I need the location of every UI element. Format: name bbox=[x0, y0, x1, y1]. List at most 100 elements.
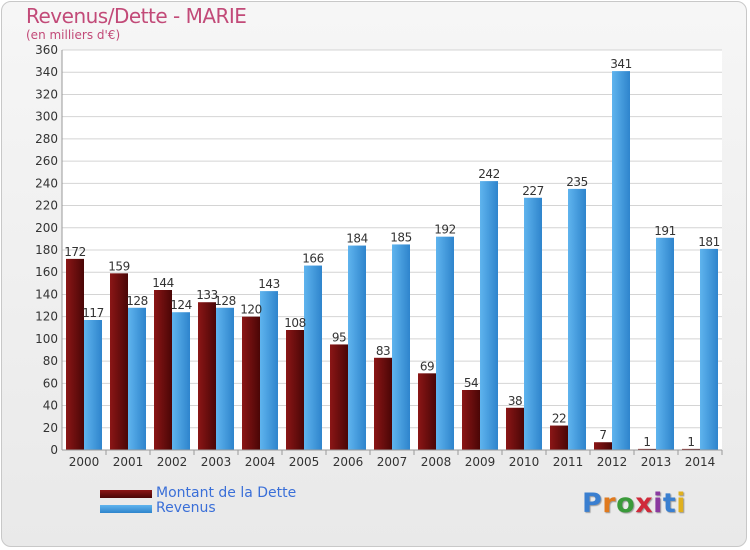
y-tick-label-40: 40 bbox=[43, 399, 58, 413]
data-label-dette-2003: 133 bbox=[196, 288, 217, 302]
x-tick-label-2001: 2001 bbox=[113, 455, 144, 469]
legend-item-revenus: Revenus bbox=[100, 501, 296, 516]
bar-revenus-2014 bbox=[700, 248, 718, 450]
bar-dette-2014 bbox=[682, 448, 700, 450]
y-tick-label-300: 300 bbox=[35, 110, 58, 124]
data-label-revenus-2006: 184 bbox=[346, 232, 367, 246]
data-label-dette-2005: 108 bbox=[284, 316, 305, 330]
bar-revenus-2006 bbox=[348, 245, 366, 450]
chart-subtitle: (en milliers d'€) bbox=[26, 28, 121, 42]
bar-revenus-2008 bbox=[436, 236, 454, 450]
bar-dette-2009 bbox=[462, 390, 480, 450]
data-label-dette-2004: 120 bbox=[240, 303, 261, 317]
bar-revenus-2000 bbox=[84, 320, 102, 450]
x-tick-label-2006: 2006 bbox=[333, 455, 364, 469]
bar-revenus-2003 bbox=[216, 307, 234, 450]
bar-revenus-2004 bbox=[260, 291, 278, 450]
y-tick-label-200: 200 bbox=[35, 221, 58, 235]
bar-dette-2010 bbox=[506, 407, 524, 450]
y-tick-label-80: 80 bbox=[43, 354, 58, 368]
bar-dette-2000 bbox=[66, 258, 84, 450]
data-label-dette-2000: 172 bbox=[64, 245, 85, 259]
legend-swatch-dette bbox=[100, 489, 152, 498]
bar-dette-2004 bbox=[242, 316, 260, 450]
data-label-revenus-2005: 166 bbox=[302, 252, 323, 266]
bar-layer bbox=[66, 71, 718, 450]
data-label-revenus-2001: 128 bbox=[126, 294, 147, 308]
bar-dette-2011 bbox=[550, 425, 568, 450]
bar-revenus-2007 bbox=[392, 244, 410, 450]
y-tick-label-0: 0 bbox=[50, 443, 58, 457]
data-label-revenus-2010: 227 bbox=[522, 184, 543, 198]
y-tick-label-220: 220 bbox=[35, 199, 58, 213]
bar-revenus-2010 bbox=[524, 197, 542, 450]
y-tick-label-340: 340 bbox=[35, 65, 58, 79]
y-tick-label-320: 320 bbox=[35, 87, 58, 101]
y-tick-label-160: 160 bbox=[35, 265, 58, 279]
chart-title: Revenus/Dette - MARIE bbox=[26, 4, 247, 28]
data-label-revenus-2009: 242 bbox=[478, 167, 499, 181]
data-label-revenus-2008: 192 bbox=[434, 223, 455, 237]
y-tick-label-120: 120 bbox=[35, 310, 58, 324]
data-label-dette-2009: 54 bbox=[464, 376, 478, 390]
y-tick-label-60: 60 bbox=[43, 376, 58, 390]
legend-swatch-revenus bbox=[100, 504, 152, 513]
data-label-revenus-2002: 124 bbox=[170, 298, 191, 312]
x-tick-label-2003: 2003 bbox=[201, 455, 232, 469]
x-tick-label-2004: 2004 bbox=[245, 455, 276, 469]
x-tick-label-2008: 2008 bbox=[421, 455, 452, 469]
x-tick-label-2014: 2014 bbox=[685, 455, 716, 469]
bar-dette-2005 bbox=[286, 330, 304, 450]
y-tick-label-20: 20 bbox=[43, 421, 58, 435]
data-label-dette-2007: 83 bbox=[376, 344, 390, 358]
data-label-dette-2014: 1 bbox=[687, 435, 694, 449]
y-tick-label-260: 260 bbox=[35, 154, 58, 168]
bar-dette-2002 bbox=[154, 290, 172, 450]
data-label-revenus-2007: 185 bbox=[390, 230, 411, 244]
bar-dette-2006 bbox=[330, 344, 348, 450]
x-tick-label-2010: 2010 bbox=[509, 455, 540, 469]
bar-dette-2013 bbox=[638, 448, 656, 450]
legend-label-revenus: Revenus bbox=[156, 500, 216, 516]
data-label-revenus-2003: 128 bbox=[214, 294, 235, 308]
data-label-dette-2006: 95 bbox=[332, 330, 346, 344]
data-label-revenus-2011: 235 bbox=[566, 175, 587, 189]
y-tick-label-140: 140 bbox=[35, 287, 58, 301]
bar-revenus-2001 bbox=[128, 307, 146, 450]
label-layer: 1721171591281441241331281201431081669518… bbox=[64, 57, 720, 449]
x-tick-label-2009: 2009 bbox=[465, 455, 496, 469]
bar-revenus-2013 bbox=[656, 237, 674, 450]
bar-dette-2012 bbox=[594, 442, 612, 450]
legend-label-dette: Montant de la Dette bbox=[156, 485, 297, 501]
proxiti-logo: Proxiti bbox=[582, 488, 687, 519]
y-tick-label-180: 180 bbox=[35, 243, 58, 257]
x-tick-label-2002: 2002 bbox=[157, 455, 188, 469]
legend-item-dette: Montant de la Dette bbox=[100, 486, 296, 501]
bar-revenus-2005 bbox=[304, 265, 322, 450]
data-label-revenus-2013: 191 bbox=[654, 224, 675, 238]
y-tick-label-240: 240 bbox=[35, 176, 58, 190]
data-label-revenus-2014: 181 bbox=[698, 235, 719, 249]
data-label-revenus-2000: 117 bbox=[82, 306, 103, 320]
y-tick-label-280: 280 bbox=[35, 132, 58, 146]
x-tick-label-2011: 2011 bbox=[553, 455, 584, 469]
bar-dette-2003 bbox=[198, 302, 216, 450]
legend: Montant de la Dette Revenus bbox=[100, 486, 296, 516]
x-tick-label-2012: 2012 bbox=[597, 455, 628, 469]
data-label-revenus-2004: 143 bbox=[258, 277, 279, 291]
data-label-dette-2001: 159 bbox=[108, 259, 129, 273]
data-label-dette-2010: 38 bbox=[508, 394, 522, 408]
axis-layer: 0 20 40 60 80 100 120 140 160 180 200 220 240 260 280 3… bbox=[35, 43, 723, 469]
bar-revenus-2011 bbox=[568, 188, 586, 450]
bar-dette-2007 bbox=[374, 357, 392, 450]
bar-dette-2001 bbox=[110, 273, 128, 450]
data-label-dette-2002: 144 bbox=[152, 276, 173, 290]
x-tick-label-2007: 2007 bbox=[377, 455, 408, 469]
data-label-revenus-2012: 341 bbox=[610, 57, 631, 71]
bar-revenus-2012 bbox=[612, 71, 630, 450]
bar-revenus-2009 bbox=[480, 181, 498, 450]
x-tick-label-2013: 2013 bbox=[641, 455, 672, 469]
x-tick-label-2005: 2005 bbox=[289, 455, 320, 469]
bar-revenus-2002 bbox=[172, 312, 190, 450]
